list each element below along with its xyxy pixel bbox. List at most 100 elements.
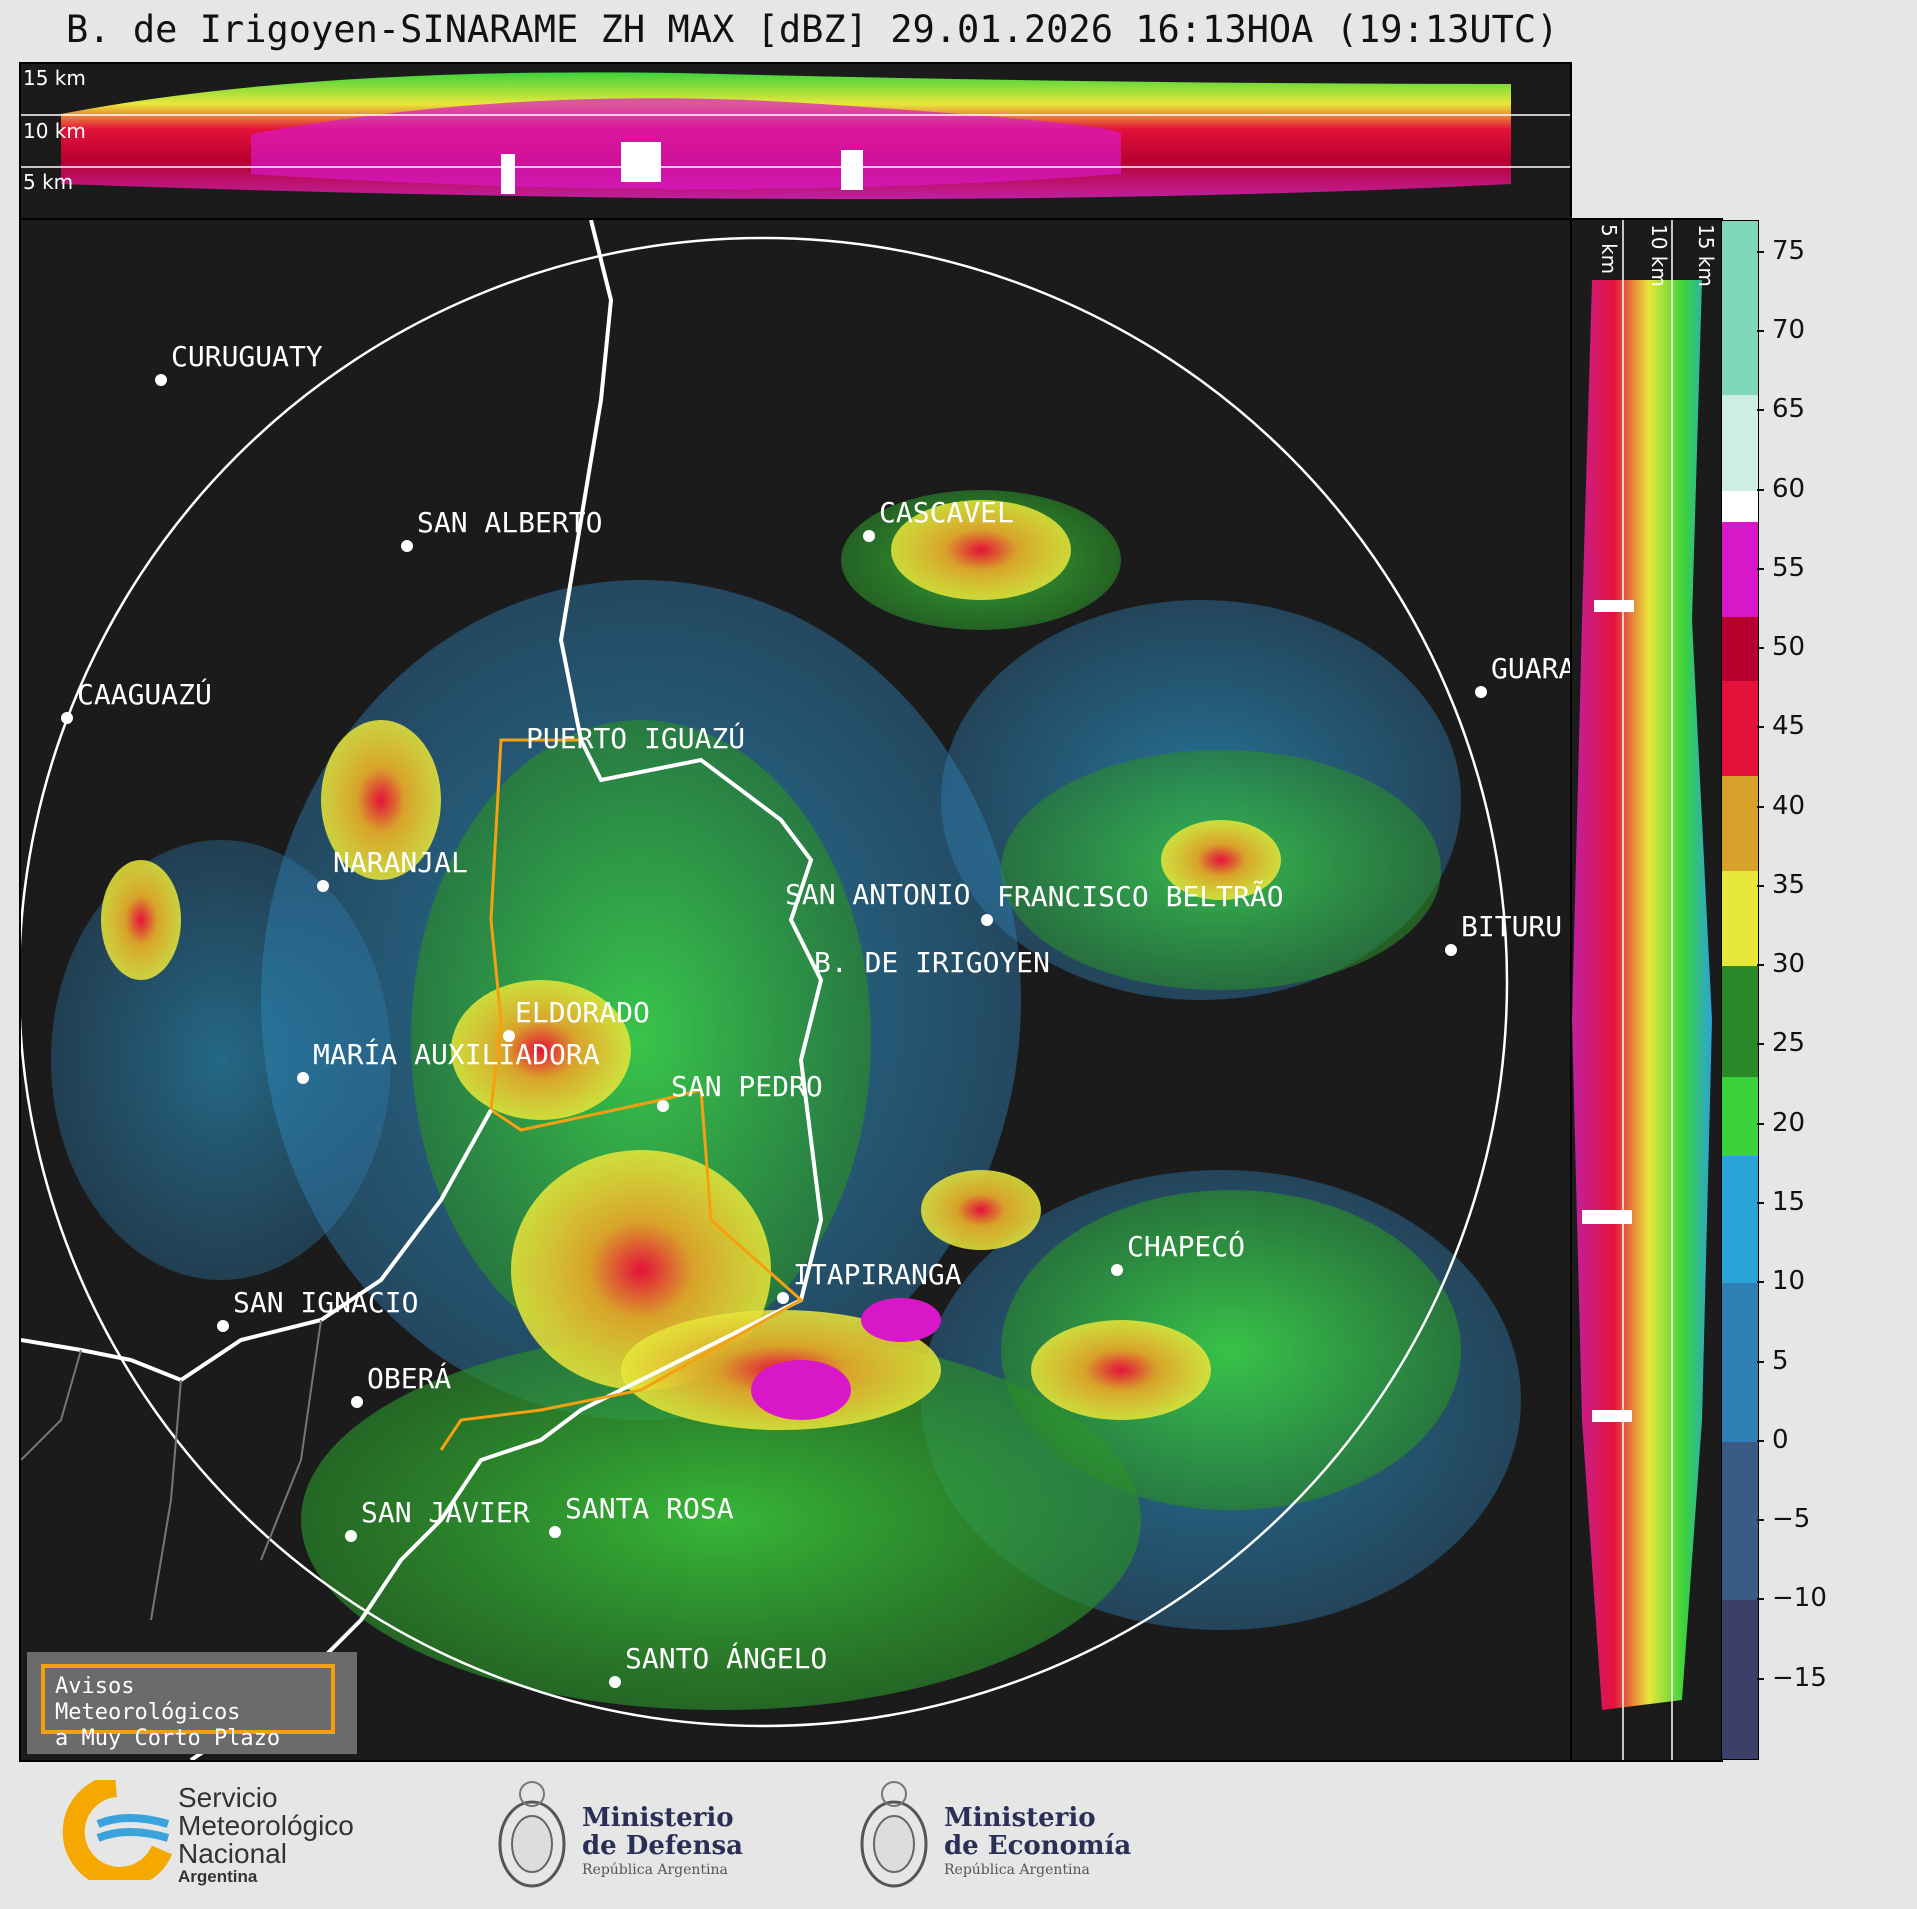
city-dot-san-javier — [345, 1530, 357, 1542]
city-cascavel: CASCAVEL — [879, 496, 1014, 529]
city-dot-maria-auxiliadora — [297, 1072, 309, 1084]
colorbar-tick-label: 55 — [1772, 552, 1806, 583]
smn-logo-icon — [62, 1780, 173, 1880]
city-dot-san-pedro — [657, 1100, 669, 1112]
smn-line-2: Meteorológico — [178, 1810, 354, 1841]
city-dot-guara — [1475, 686, 1487, 698]
colorbar-tick-mark — [1757, 805, 1764, 808]
city-san-ignacio: SAN IGNACIO — [233, 1286, 419, 1319]
defensa-line-2: de Defensa — [582, 1831, 743, 1861]
economia-line-1: Ministerio — [944, 1803, 1096, 1833]
side-km-label-15: 15 km — [1694, 224, 1718, 287]
top-cross-section-image — [21, 72, 1570, 199]
colorbar-tick-label: 35 — [1772, 869, 1806, 900]
defensa-line-1: Ministerio — [582, 1803, 734, 1833]
colorbar-tick-label: 75 — [1772, 235, 1806, 266]
colorbar-tick-label: −5 — [1772, 1504, 1811, 1535]
defensa-line-3: República Argentina — [582, 1862, 728, 1878]
colorbar-tick-mark — [1757, 1360, 1764, 1363]
colorbar-tick-mark — [1757, 964, 1764, 967]
colorbar-tick-label: −15 — [1772, 1662, 1827, 1693]
colorbar-tick-mark — [1757, 409, 1764, 412]
city-dot-bituru — [1445, 944, 1457, 956]
city-san-javier: SAN JAVIER — [361, 1496, 530, 1529]
colorbar-tick-mark — [1757, 647, 1764, 650]
city-dot-naranjal — [317, 880, 329, 892]
colorbar-band — [1722, 522, 1758, 618]
warnings-legend: Avisos Meteorológicos a Muy Corto Plazo — [27, 1652, 357, 1754]
city-dot-santo-angelo — [609, 1676, 621, 1688]
colorbar-tick-label: 40 — [1772, 790, 1806, 821]
side-cross-section-panel: 5 km 10 km 15 km — [1570, 218, 1723, 1762]
side-km-label-5: 5 km — [1597, 224, 1621, 275]
colorbar-band — [1722, 1077, 1758, 1157]
colorbar-band — [1722, 1156, 1758, 1284]
colorbar-tick-label: 60 — [1772, 473, 1806, 504]
warning-area-border — [439, 738, 804, 1451]
colorbar-tick-mark — [1757, 1598, 1764, 1601]
colorbar-tick-mark — [1757, 1281, 1764, 1284]
colorbar-tick-label: 45 — [1772, 711, 1806, 742]
city-guara: GUARA — [1491, 652, 1572, 685]
colorbar-band — [1722, 490, 1758, 523]
colorbar-tick-label: 25 — [1772, 1028, 1806, 1059]
colorbar-band — [1722, 221, 1758, 396]
city-dot-curuguaty — [155, 374, 167, 386]
city-puerto-iguazu: PUERTO IGUAZÚ — [526, 722, 746, 755]
colorbar-tick-mark — [1757, 1202, 1764, 1205]
city-dot-chapeco — [1111, 1264, 1123, 1276]
colorbar-tick-label: 10 — [1772, 1266, 1806, 1297]
country-border — [189, 220, 824, 1760]
colorbar-band — [1722, 775, 1758, 872]
colorbar-tick-mark — [1757, 1677, 1764, 1680]
legend-line-2: a Muy Corto Plazo — [55, 1726, 281, 1751]
colorbar-tick-mark — [1757, 1519, 1764, 1522]
city-curuguaty: CURUGUATY — [171, 340, 323, 373]
colorbar-band — [1722, 966, 1758, 1078]
city-dot-san-ignacio — [217, 1320, 229, 1332]
top-cross-section-panel: 15 km 10 km 5 km — [19, 62, 1572, 220]
city-dot-san-alberto — [401, 540, 413, 552]
smn-logo-text: Servicio Meteorológico Nacional Argentin… — [178, 1784, 354, 1886]
colorbar-tick-mark — [1757, 726, 1764, 729]
smn-line-4: Argentina — [178, 1867, 258, 1886]
city-itapiranga: ITAPIRANGA — [793, 1258, 962, 1291]
economia-logo-text: Ministerio de Economía República Argenti… — [944, 1804, 1131, 1880]
city-san-alberto: SAN ALBERTO — [417, 506, 603, 539]
city-obera: OBERÁ — [367, 1362, 452, 1395]
economia-seal-icon — [860, 1781, 928, 1888]
city-dot-eldorado — [503, 1030, 515, 1042]
colorbar-band — [1722, 680, 1758, 776]
km-label-10: 10 km — [23, 119, 86, 143]
city-san-pedro: SAN PEDRO — [671, 1070, 823, 1103]
city-naranjal: NARANJAL — [333, 846, 468, 879]
colorbar-tick-mark — [1757, 329, 1764, 332]
colorbar-tick-label: 65 — [1772, 394, 1806, 425]
city-san-antonio: SAN ANTONIO — [785, 878, 971, 911]
colorbar-band — [1722, 395, 1758, 491]
colorbar-band — [1722, 1441, 1758, 1601]
city-eldorado: ELDORADO — [515, 996, 650, 1029]
defensa-seal-icon — [498, 1781, 566, 1888]
colorbar-tick-mark — [1757, 1122, 1764, 1125]
city-francisco-beltrao: FRANCISCO BELTRÃO — [997, 880, 1284, 913]
smn-line-3: Nacional — [178, 1838, 287, 1869]
km-label-15: 15 km — [23, 66, 86, 90]
city-caaguazu: CAAGUAZÚ — [77, 678, 212, 711]
colorbar-band — [1722, 1283, 1758, 1442]
city-dot-obera — [351, 1396, 363, 1408]
colorbar-tick-label: 15 — [1772, 1187, 1806, 1218]
smn-line-1: Servicio — [178, 1782, 278, 1813]
km-label-5: 5 km — [23, 170, 74, 194]
city-dot-santa-rosa — [549, 1526, 561, 1538]
city-dot-itapiranga — [777, 1292, 789, 1304]
colorbar-band — [1722, 617, 1758, 681]
defensa-logo-text: Ministerio de Defensa República Argentin… — [582, 1804, 743, 1880]
colorbar-tick-mark — [1757, 488, 1764, 491]
city-santa-rosa: SANTA ROSA — [565, 1492, 734, 1525]
colorbar-tick-label: 50 — [1772, 632, 1806, 663]
city-chapeco: CHAPECÓ — [1127, 1230, 1246, 1263]
colorbar-tick-mark — [1757, 250, 1764, 253]
legend-line-1: Avisos Meteorológicos — [55, 1674, 241, 1725]
colorbar-tick-label: 0 — [1772, 1424, 1789, 1455]
